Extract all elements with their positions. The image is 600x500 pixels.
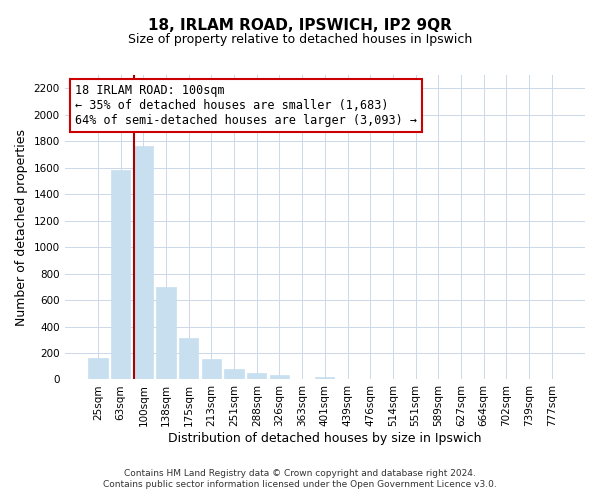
Bar	[157, 287, 176, 380]
Bar	[179, 338, 199, 380]
Bar	[202, 359, 221, 380]
Text: Contains HM Land Registry data © Crown copyright and database right 2024.: Contains HM Land Registry data © Crown c…	[124, 468, 476, 477]
Bar	[88, 358, 107, 380]
Y-axis label: Number of detached properties: Number of detached properties	[15, 128, 28, 326]
Text: 18 IRLAM ROAD: 100sqm
← 35% of detached houses are smaller (1,683)
64% of semi-d: 18 IRLAM ROAD: 100sqm ← 35% of detached …	[75, 84, 417, 127]
Bar	[247, 373, 266, 380]
Bar	[315, 377, 334, 380]
Bar	[224, 369, 244, 380]
Bar	[111, 170, 130, 380]
Text: 18, IRLAM ROAD, IPSWICH, IP2 9QR: 18, IRLAM ROAD, IPSWICH, IP2 9QR	[148, 18, 452, 32]
Text: Contains public sector information licensed under the Open Government Licence v3: Contains public sector information licen…	[103, 480, 497, 489]
X-axis label: Distribution of detached houses by size in Ipswich: Distribution of detached houses by size …	[168, 432, 482, 445]
Bar	[134, 146, 153, 380]
Bar	[270, 376, 289, 380]
Text: Size of property relative to detached houses in Ipswich: Size of property relative to detached ho…	[128, 32, 472, 46]
